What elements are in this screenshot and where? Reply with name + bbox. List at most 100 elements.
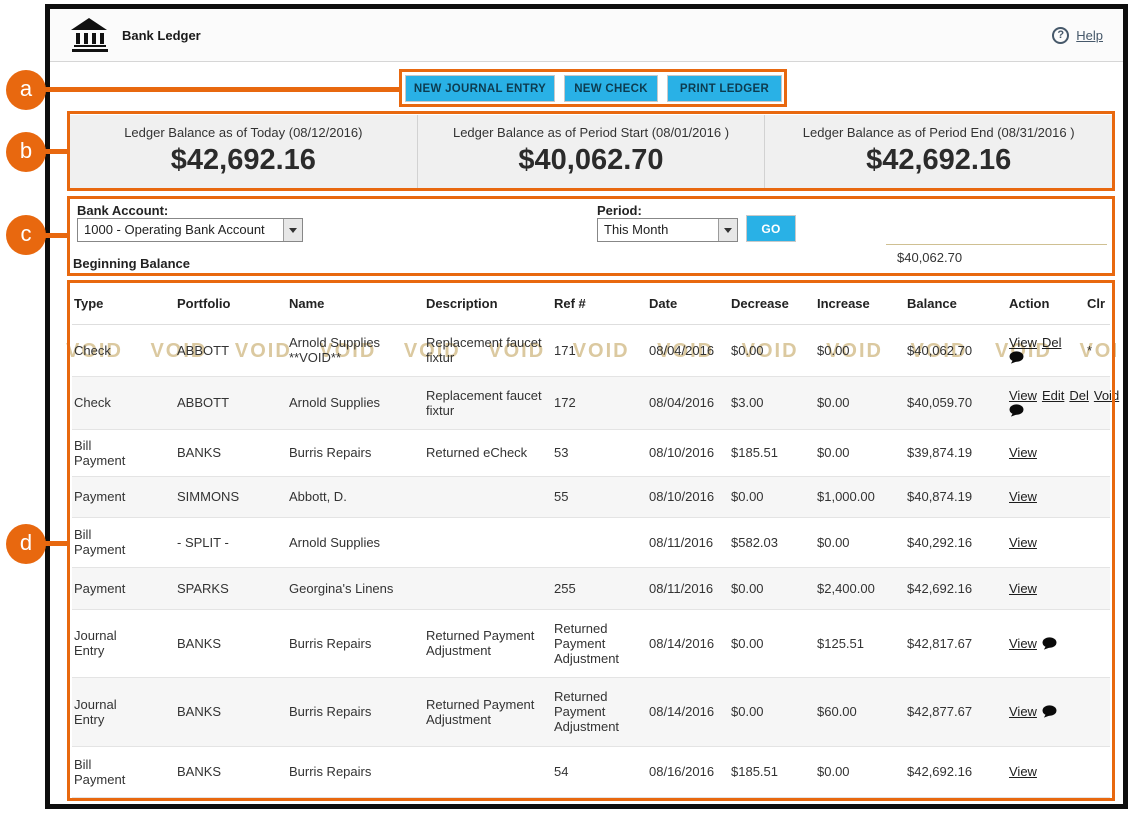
table-row: Bill Payment - SPLIT - Arnold Supplies 08/1…: [72, 517, 1110, 568]
help-question-icon: ?: [1052, 26, 1070, 44]
cell-clr: [1085, 429, 1110, 477]
comment-bubble-icon: [1009, 351, 1024, 364]
cell-date: 08/10/2016: [647, 429, 729, 477]
cell-action: View Del: [1007, 324, 1085, 377]
cell-description: Returned eCheck: [424, 429, 552, 477]
cell-portfolio: BANKS: [175, 429, 287, 477]
cell-description: [424, 746, 552, 798]
cell-balance: $39,874.19: [905, 429, 1007, 477]
cell-balance: $42,817.67: [905, 609, 1007, 678]
balance-amount: $42,692.16: [866, 144, 1012, 176]
comment-bubble-icon: [1009, 403, 1024, 417]
action-link-del[interactable]: Del: [1041, 335, 1062, 350]
cell-ref: [552, 517, 647, 568]
balance-amount: $40,062.70: [518, 144, 664, 176]
cell-portfolio: ABBOTT: [175, 376, 287, 430]
period-select[interactable]: This Month: [597, 218, 738, 242]
cell-clr: [1085, 376, 1110, 430]
table-row: Payment SIMMONS Abbott, D. 55 08/10/2016 $0.0…: [72, 476, 1110, 518]
action-link-edit[interactable]: Edit: [1041, 387, 1065, 403]
new-check-button[interactable]: NEW CHECK: [564, 75, 658, 102]
action-link-view[interactable]: View: [1009, 489, 1037, 504]
cell-type: Bill Payment: [72, 746, 175, 798]
action-link-view[interactable]: View: [1009, 635, 1037, 651]
page-title: Bank Ledger: [122, 27, 201, 43]
help-link[interactable]: Help: [1076, 27, 1103, 43]
cell-decrease: $582.03: [729, 517, 815, 568]
cell-date: 08/04/2016: [647, 324, 729, 377]
cell-decrease: $185.51: [729, 429, 815, 477]
balance-label: Ledger Balance as of Today (08/12/2016): [124, 125, 363, 140]
cell-name: Burris Repairs: [287, 429, 424, 477]
cell-action: View: [1007, 429, 1085, 477]
bank-building-icon: [71, 18, 108, 52]
cell-description: Replacement faucet fixtur: [424, 376, 552, 430]
balance-panel-period-end: Ledger Balance as of Period End (08/31/2…: [764, 115, 1113, 188]
action-link-del[interactable]: Del: [1069, 387, 1089, 403]
ledger-table: Type Portfolio Name Description Ref # Date Dec…: [72, 284, 1119, 798]
cell-description: Replacement faucet fixtur: [424, 324, 552, 377]
cell-ref: Returned Payment Adjustment: [552, 609, 647, 678]
cell-increase: $125.51: [815, 609, 905, 678]
cell-clr: [1085, 677, 1110, 747]
ledger-table-container: VOID VOID VOID VOID VOID VOID VOID VOID …: [66, 284, 1119, 798]
new-journal-entry-button[interactable]: NEW JOURNAL ENTRY: [405, 75, 555, 102]
cell-action: View: [1007, 567, 1085, 610]
column-header: Date: [647, 284, 729, 325]
balance-label: Ledger Balance as of Period Start (08/01…: [452, 125, 730, 140]
cell-balance: $42,692.16: [905, 567, 1007, 610]
balance-panel-period-start: Ledger Balance as of Period Start (08/01…: [416, 115, 765, 188]
cell-type: Payment: [72, 567, 175, 610]
cell-description: Returned Payment Adjustment: [424, 677, 552, 747]
action-link-view[interactable]: View: [1009, 764, 1037, 779]
chevron-down-icon[interactable]: [718, 219, 737, 241]
cell-increase: $0.00: [815, 324, 905, 377]
cell-portfolio: BANKS: [175, 677, 287, 747]
cell-clr: [1085, 609, 1110, 678]
table-row: Payment SPARKS Georgina's Linens 255 08/11/2…: [72, 567, 1110, 610]
action-link-view[interactable]: View: [1009, 387, 1037, 403]
cell-balance: $42,692.16: [905, 746, 1007, 798]
column-header: Portfolio: [175, 284, 287, 325]
annotation-marker-b: b: [6, 132, 46, 172]
annotation-marker-c: c: [6, 215, 46, 255]
cell-action: View: [1007, 609, 1085, 678]
cell-name: Burris Repairs: [287, 677, 424, 747]
action-link-view[interactable]: View: [1009, 445, 1037, 460]
print-ledger-button[interactable]: PRINT LEDGER: [667, 75, 782, 102]
balance-label: Ledger Balance as of Period End (08/31/2…: [802, 125, 1075, 140]
action-link-view[interactable]: View: [1009, 335, 1037, 350]
cell-decrease: $3.00: [729, 376, 815, 430]
cell-action: View: [1007, 517, 1085, 568]
table-header-row: Type Portfolio Name Description Ref # Date Dec…: [72, 284, 1110, 325]
go-button[interactable]: GO: [746, 215, 796, 242]
cell-type: Journal Entry: [72, 609, 175, 678]
cell-date: 08/11/2016: [647, 517, 729, 568]
action-link-view[interactable]: View: [1009, 704, 1037, 719]
cell-clr: [1085, 567, 1110, 610]
action-link-view[interactable]: View: [1009, 534, 1037, 550]
cell-name: Abbott, D.: [287, 476, 424, 518]
column-header: Clr: [1085, 284, 1110, 325]
cell-decrease: $185.51: [729, 746, 815, 798]
cell-date: 08/14/2016: [647, 677, 729, 747]
cell-date: 08/16/2016: [647, 746, 729, 798]
chevron-down-icon[interactable]: [283, 219, 302, 241]
cell-date: 08/04/2016: [647, 376, 729, 430]
cell-date: 08/14/2016: [647, 609, 729, 678]
column-header: Balance: [905, 284, 1007, 325]
cell-name: Burris Repairs: [287, 609, 424, 678]
table-row: Bill Payment BANKS Burris Repairs Returned …: [72, 429, 1110, 477]
cell-name: Georgina's Linens: [287, 567, 424, 610]
column-header: Ref #: [552, 284, 647, 325]
beginning-balance-divider: [886, 244, 1107, 245]
cell-portfolio: SIMMONS: [175, 476, 287, 518]
column-header: Increase: [815, 284, 905, 325]
cell-name: Arnold Supplies **VOID**: [287, 324, 424, 377]
cell-action: View: [1007, 677, 1085, 747]
action-link-void[interactable]: Void: [1093, 387, 1120, 403]
action-link-view[interactable]: View: [1009, 580, 1037, 596]
cell-description: [424, 567, 552, 610]
cell-action: View: [1007, 746, 1085, 798]
bank-account-select[interactable]: 1000 - Operating Bank Account: [77, 218, 303, 242]
